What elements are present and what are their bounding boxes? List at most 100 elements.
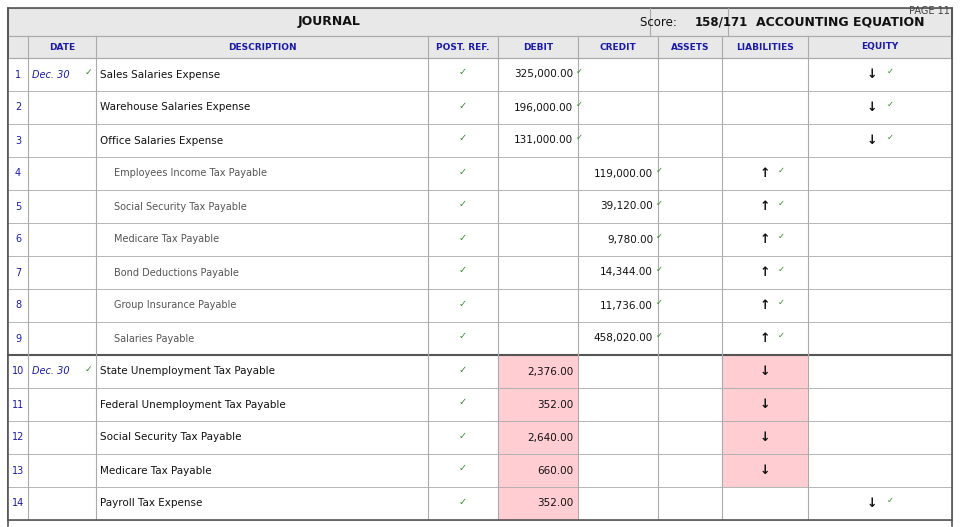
Text: ✓: ✓ <box>656 232 663 241</box>
Text: 13: 13 <box>12 465 24 475</box>
Text: Federal Unemployment Tax Payable: Federal Unemployment Tax Payable <box>100 399 286 409</box>
Bar <box>722 421 808 454</box>
Text: 2,640.00: 2,640.00 <box>527 433 573 443</box>
Text: JOURNAL: JOURNAL <box>298 15 360 28</box>
Bar <box>8 8 952 36</box>
Text: ↓: ↓ <box>759 398 770 411</box>
Text: ✓: ✓ <box>778 331 784 340</box>
Bar <box>8 388 952 421</box>
Text: ✓: ✓ <box>778 265 784 274</box>
Text: 10: 10 <box>12 366 24 376</box>
Text: ✓: ✓ <box>886 67 894 76</box>
Text: ✓: ✓ <box>778 232 784 241</box>
Text: ✓: ✓ <box>576 100 583 109</box>
Text: ↓: ↓ <box>759 431 770 444</box>
Text: ↓: ↓ <box>867 497 877 510</box>
Text: 14: 14 <box>12 499 24 509</box>
Text: ✓: ✓ <box>459 331 468 341</box>
Bar <box>8 223 952 256</box>
Text: 11,736.00: 11,736.00 <box>600 300 653 310</box>
Text: ↓: ↓ <box>759 464 770 477</box>
Text: ✓: ✓ <box>459 232 468 242</box>
Text: ↑: ↑ <box>759 299 770 312</box>
Bar <box>8 190 952 223</box>
Text: Warehouse Salaries Expense: Warehouse Salaries Expense <box>100 102 251 112</box>
Text: ✓: ✓ <box>886 133 894 142</box>
Text: Score:: Score: <box>640 15 681 28</box>
Text: ✓: ✓ <box>656 199 663 208</box>
Text: 8: 8 <box>15 300 21 310</box>
Text: ✓: ✓ <box>459 200 468 210</box>
Text: Social Security Tax Payable: Social Security Tax Payable <box>100 433 242 443</box>
Text: 196,000.00: 196,000.00 <box>514 102 573 112</box>
Text: Dec. 30: Dec. 30 <box>32 70 70 80</box>
Bar <box>498 454 578 487</box>
Text: ↑: ↑ <box>759 233 770 246</box>
Text: ✓: ✓ <box>778 199 784 208</box>
Bar <box>8 322 952 355</box>
Bar <box>8 256 952 289</box>
Text: 158/171: 158/171 <box>695 15 748 28</box>
Text: ✓: ✓ <box>84 365 92 374</box>
Text: Dec. 30: Dec. 30 <box>32 366 70 376</box>
Text: 131,000.00: 131,000.00 <box>514 135 573 145</box>
Text: ↑: ↑ <box>759 332 770 345</box>
Bar <box>498 487 578 520</box>
Text: ↓: ↓ <box>759 365 770 378</box>
Text: DATE: DATE <box>49 43 75 52</box>
Text: ↓: ↓ <box>867 68 877 81</box>
Text: ASSETS: ASSETS <box>671 43 709 52</box>
Bar <box>498 388 578 421</box>
Text: 14,344.00: 14,344.00 <box>600 268 653 278</box>
Text: ↓: ↓ <box>867 101 877 114</box>
Text: 5: 5 <box>14 201 21 211</box>
Text: POST. REF.: POST. REF. <box>436 43 490 52</box>
Text: ✓: ✓ <box>656 265 663 274</box>
Bar <box>8 421 952 454</box>
Text: ✓: ✓ <box>886 100 894 109</box>
Text: 119,000.00: 119,000.00 <box>594 169 653 179</box>
Text: ↑: ↑ <box>759 200 770 213</box>
Text: Medicare Tax Payable: Medicare Tax Payable <box>100 465 211 475</box>
Text: State Unemployment Tax Payable: State Unemployment Tax Payable <box>100 366 275 376</box>
Text: ✓: ✓ <box>459 133 468 143</box>
Text: ↓: ↓ <box>867 134 877 147</box>
Text: ✓: ✓ <box>459 464 468 473</box>
Bar <box>498 355 578 388</box>
Text: ACCOUNTING EQUATION: ACCOUNTING EQUATION <box>756 15 924 28</box>
Text: ✓: ✓ <box>459 101 468 111</box>
Text: ✓: ✓ <box>459 397 468 407</box>
Text: 1: 1 <box>15 70 21 80</box>
Text: 39,120.00: 39,120.00 <box>600 201 653 211</box>
Text: Payroll Tax Expense: Payroll Tax Expense <box>100 499 203 509</box>
Bar <box>8 355 952 388</box>
Text: 9: 9 <box>15 334 21 344</box>
Bar <box>8 487 952 520</box>
Text: 3: 3 <box>15 135 21 145</box>
Bar <box>722 388 808 421</box>
Text: EQUITY: EQUITY <box>861 43 899 52</box>
Text: ✓: ✓ <box>656 331 663 340</box>
Text: 6: 6 <box>15 235 21 245</box>
Text: ✓: ✓ <box>459 266 468 276</box>
Text: ✓: ✓ <box>656 166 663 175</box>
Text: LIABILITIES: LIABILITIES <box>736 43 794 52</box>
Text: Bond Deductions Payable: Bond Deductions Payable <box>114 268 239 278</box>
Bar <box>8 289 952 322</box>
Bar <box>8 520 952 526</box>
Bar <box>8 91 952 124</box>
Text: ✓: ✓ <box>459 167 468 177</box>
Text: ✓: ✓ <box>778 298 784 307</box>
Text: PAGE 11: PAGE 11 <box>909 6 950 16</box>
Text: Salaries Payable: Salaries Payable <box>114 334 194 344</box>
Text: Sales Salaries Expense: Sales Salaries Expense <box>100 70 220 80</box>
Text: Employees Income Tax Payable: Employees Income Tax Payable <box>114 169 267 179</box>
Text: 660.00: 660.00 <box>537 465 573 475</box>
Text: ↑: ↑ <box>759 266 770 279</box>
Text: ✓: ✓ <box>459 67 468 77</box>
Text: ✓: ✓ <box>576 133 583 142</box>
Text: 458,020.00: 458,020.00 <box>593 334 653 344</box>
Text: 2: 2 <box>14 102 21 112</box>
Bar <box>498 421 578 454</box>
Text: 12: 12 <box>12 433 24 443</box>
